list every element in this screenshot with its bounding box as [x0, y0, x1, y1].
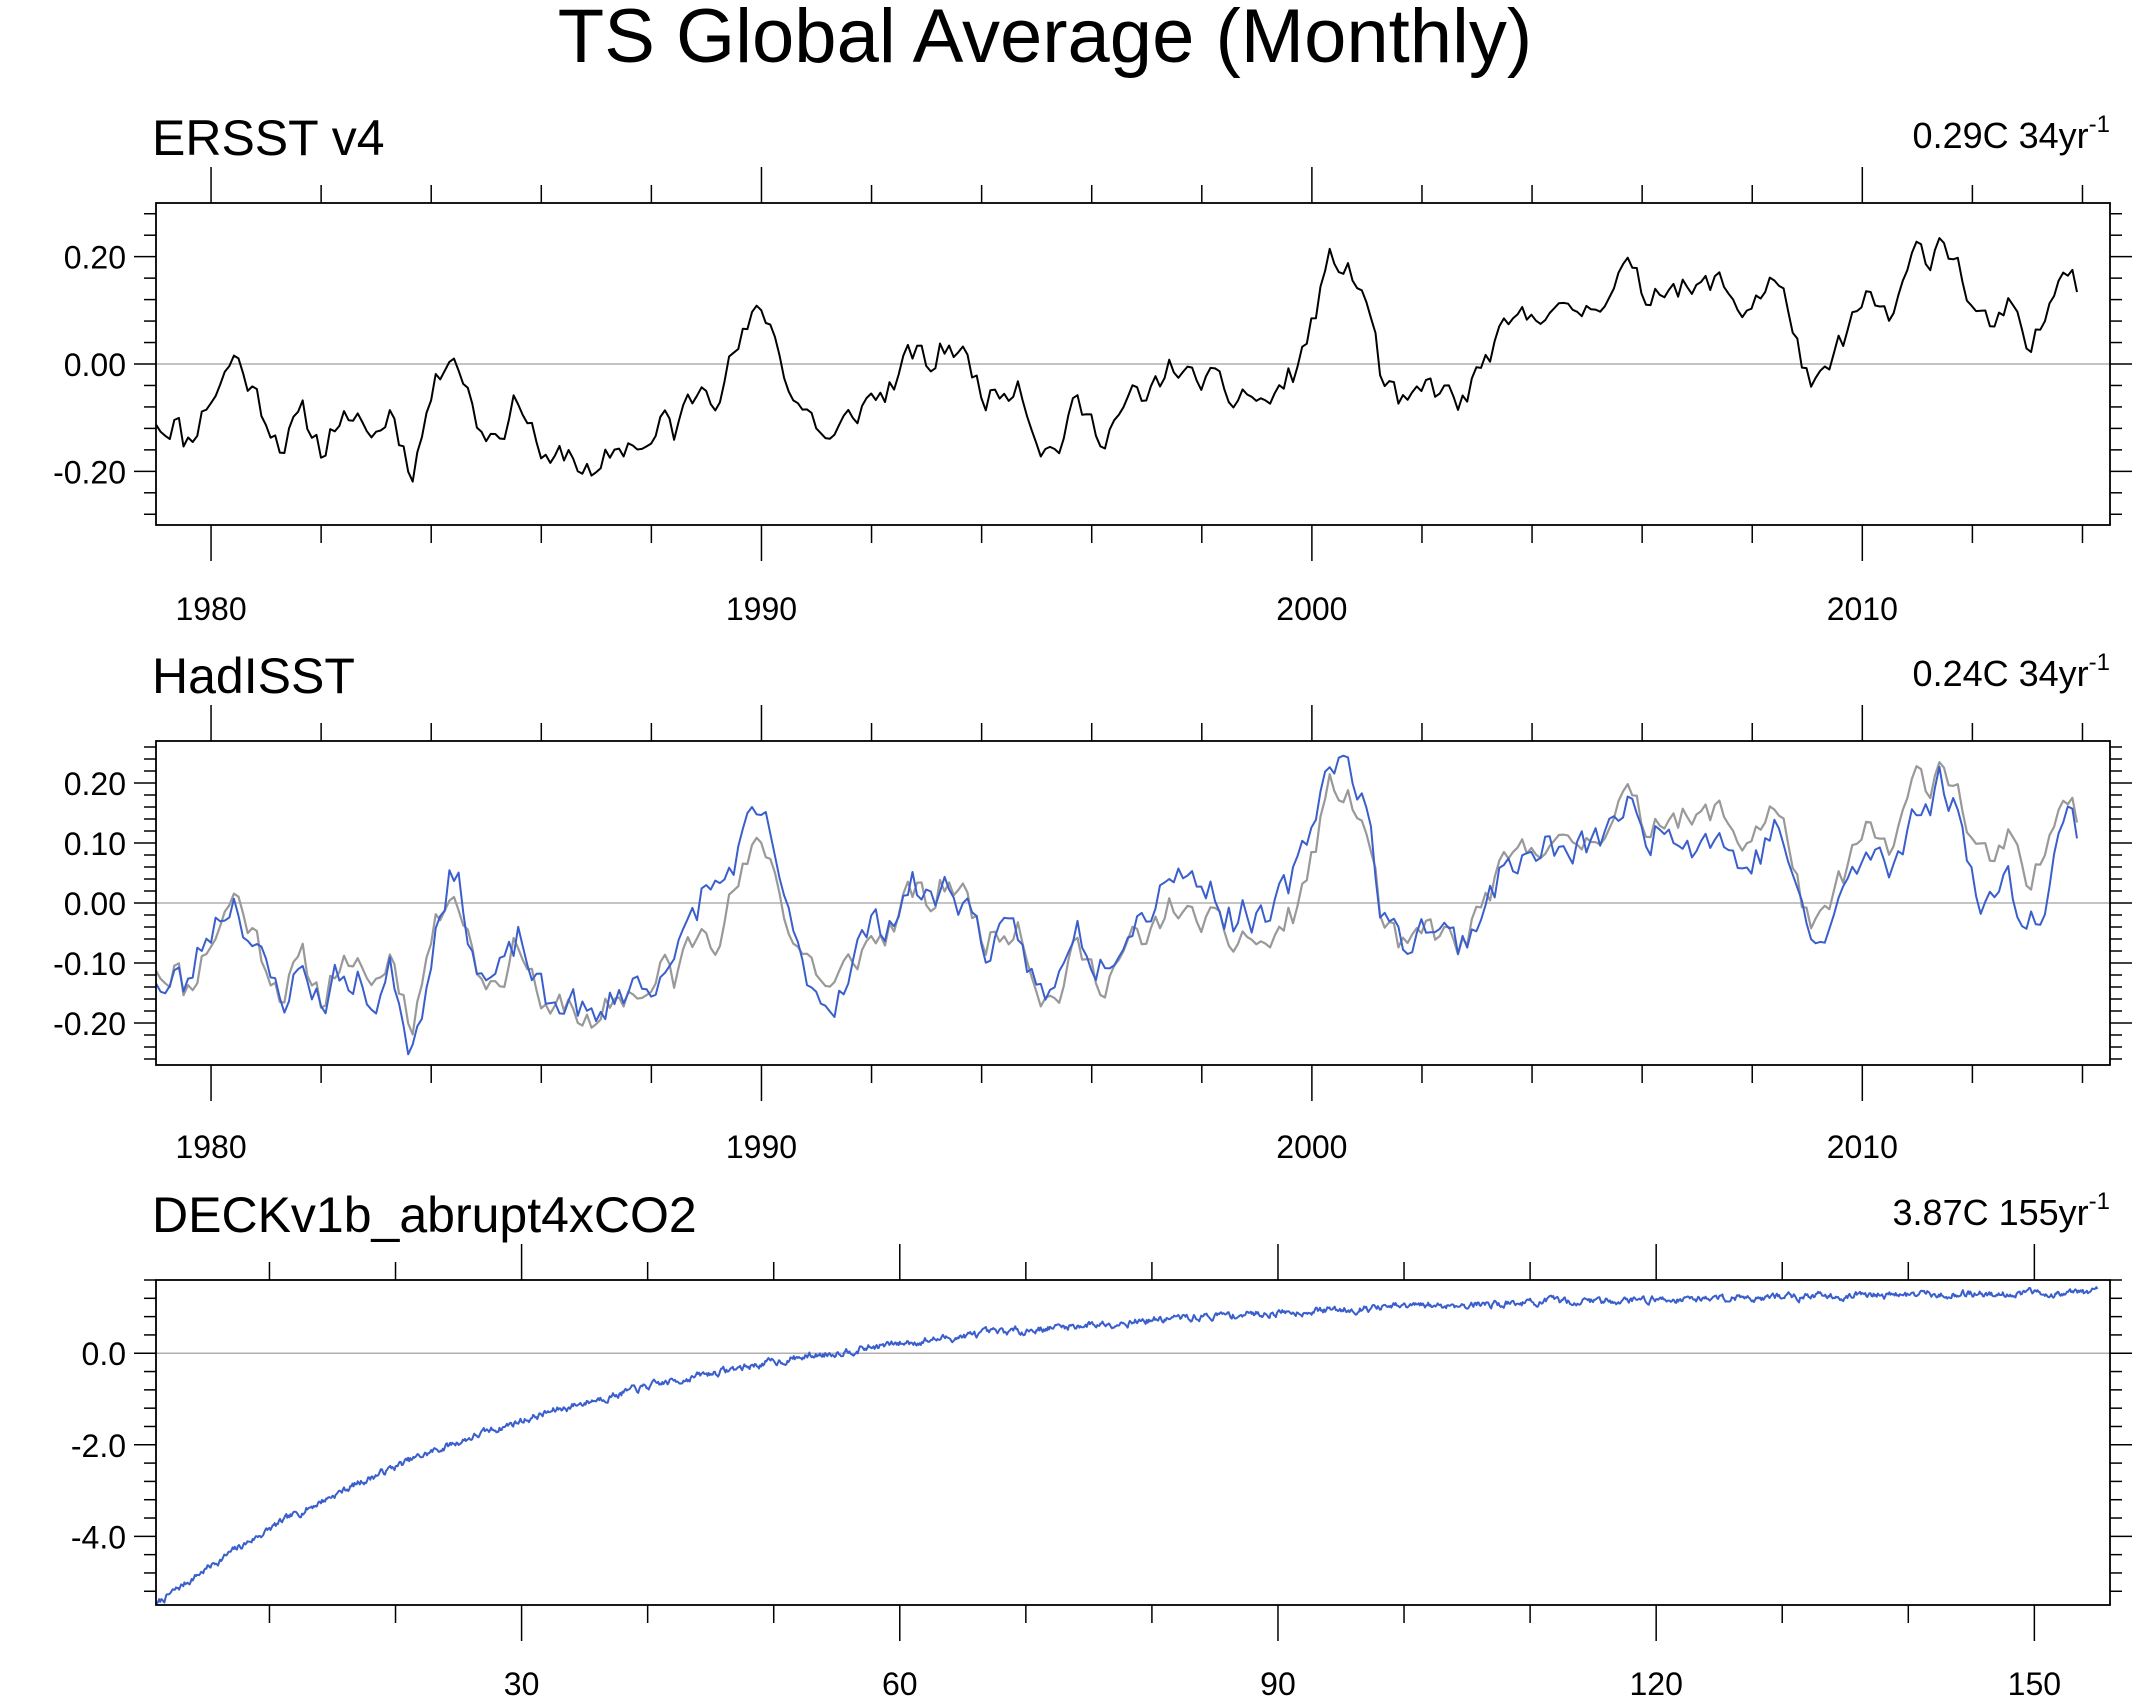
x-tick-label: 1990 [726, 1129, 797, 1165]
y-tick-label: 0.0 [82, 1336, 126, 1372]
x-tick-label: 1980 [175, 591, 246, 627]
x-tick-label: 2010 [1827, 1129, 1898, 1165]
x-tick-label: 1990 [726, 591, 797, 627]
trend-label: 3.87C 155yr-1 [1893, 1188, 2110, 1233]
plot-frame [155, 740, 2111, 1066]
trend-label: 0.24C 34yr-1 [1913, 649, 2110, 694]
series-line-hadisst [155, 754, 2078, 1056]
y-tick-label: 0.20 [64, 766, 126, 802]
y-tick-label: -4.0 [71, 1519, 126, 1555]
plot-frame [155, 1279, 2111, 1606]
y-tick-label: -2.0 [71, 1428, 126, 1464]
panel-title: ERSST v4 [152, 110, 385, 166]
x-tick-label: 150 [2008, 1666, 2061, 1702]
y-tick-label: -0.20 [53, 1006, 126, 1042]
y-tick-label: -0.20 [53, 454, 126, 490]
y-tick-label: 0.00 [64, 886, 126, 922]
panel-1: ERSST v4 0.29C 34yr-1 0.20 0.00 -0.20 1980 199… [53, 110, 2132, 627]
panel-2: HadISST 0.24C 34yr-1 0.20 0.10 0.00 -0.10 -0.2… [53, 648, 2132, 1165]
figure-title: TS Global Average (Monthly) [558, 0, 1532, 79]
y-tick-label: 0.00 [64, 347, 126, 383]
x-tick-label: 60 [882, 1666, 918, 1702]
series-line-abrupt4xco2 [155, 1286, 2099, 1606]
x-tick-label: 2000 [1276, 591, 1347, 627]
x-tick-label: 1980 [175, 1129, 246, 1165]
panel-title: DECKv1b_abrupt4xCO2 [152, 1187, 697, 1243]
panel-3: DECKv1b_abrupt4xCO2 3.87C 155yr-1 0.0 -2.0 -… [71, 1187, 2132, 1702]
panel-title: HadISST [152, 648, 355, 704]
x-tick-label: 120 [1629, 1666, 1682, 1702]
series-line-reference [155, 761, 2079, 1036]
y-tick-label: 0.20 [64, 240, 126, 276]
plot-frame [155, 202, 2111, 526]
x-tick-label: 90 [1260, 1666, 1296, 1702]
x-tick-label: 2000 [1276, 1129, 1347, 1165]
x-tick-label: 2010 [1827, 591, 1898, 627]
y-tick-label: 0.10 [64, 826, 126, 862]
series-line-ersst [155, 237, 2078, 483]
x-tick-label: 30 [504, 1666, 540, 1702]
trend-label: 0.29C 34yr-1 [1913, 111, 2110, 156]
y-tick-label: -0.10 [53, 946, 126, 982]
